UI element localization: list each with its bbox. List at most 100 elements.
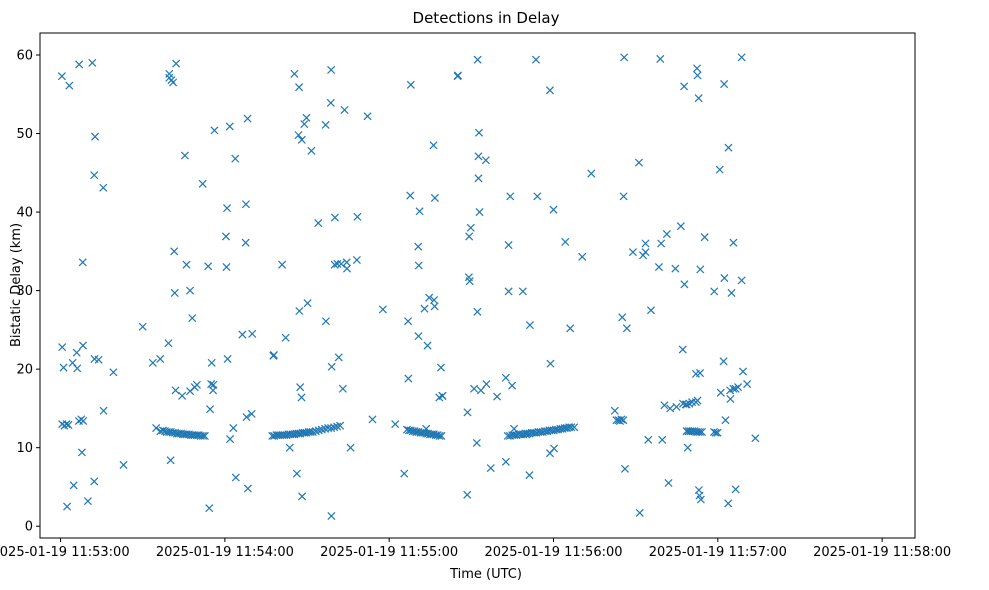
x-axis-label: Time (UTC) [449,567,522,582]
data-point [231,154,240,163]
data-point [587,169,596,178]
data-point [430,302,439,311]
data-point [238,330,247,339]
data-point [472,438,481,447]
data-point [321,317,330,326]
data-point [172,59,181,68]
data-point [720,80,729,89]
data-point [205,504,214,513]
data-point [311,427,320,436]
data-point [425,293,434,302]
data-point [58,343,67,352]
data-point [333,259,342,268]
data-point [99,183,108,192]
data-point [711,428,720,437]
data-point [73,364,82,373]
data-point [178,430,187,439]
data-point [165,69,174,78]
data-point [420,304,429,313]
data-point [119,460,128,469]
data-point [164,339,173,348]
data-point [207,380,216,389]
x-tick-label: 2025-01-19 11:57:00 [649,545,787,560]
data-point [738,367,748,376]
data-point [285,443,294,452]
data-point [656,54,665,63]
data-point [680,280,689,289]
data-point [622,324,631,333]
x-tick-label: 2025-01-19 11:55:00 [320,545,458,560]
data-point [330,260,339,269]
data-point [210,126,219,135]
data-point [180,151,189,160]
data-point [170,288,179,297]
data-point [662,230,671,239]
data-point [465,232,474,241]
data-point [493,392,502,401]
data-point [326,98,335,107]
data-point [207,358,216,367]
data-point [429,141,438,150]
data-point [430,193,439,202]
data-point [156,354,165,363]
data-point [333,422,342,431]
data-point [570,423,579,432]
data-point [525,321,534,330]
data-point [327,511,336,521]
data-point [321,120,330,129]
data-point [170,247,179,256]
data-point [221,232,230,241]
data-point [342,264,352,273]
data-point [90,477,99,486]
data-point [550,444,559,453]
data-point [414,332,423,341]
data-point [59,363,68,372]
data-point [330,213,339,222]
data-point [658,435,667,444]
data-point [188,314,197,323]
data-point [231,473,240,482]
data-point [731,485,740,494]
data-point [186,286,195,295]
data-point [721,416,730,425]
data-point [430,296,439,305]
data-point [435,431,444,440]
data-point [65,81,74,90]
data-point [466,223,475,232]
data-point [290,69,299,78]
data-point [620,53,629,62]
data-point [72,348,81,357]
data-point [453,72,462,81]
data-point [716,388,725,397]
y-tick-label: 30 [16,284,33,299]
data-point [327,65,336,74]
data-point [465,277,474,286]
data-point [437,431,446,440]
data-point [297,135,306,144]
data-point [226,435,235,444]
x-axis-ticks: 2025-01-19 11:53:00 2025-01-19 11:54:00 20… [0,538,951,560]
x-tick-label: 2025-01-19 11:58:00 [813,545,951,560]
data-point [438,391,447,400]
data-point [242,413,251,422]
data-point [751,434,760,443]
data-point [152,424,161,433]
data-point [423,341,432,350]
data-point [330,423,339,432]
data-point [475,208,484,217]
data-point [79,416,88,426]
data-point [346,443,355,452]
data-point [682,427,691,436]
data-point [204,262,213,271]
x-tick-label: 2025-01-19 11:53:00 [0,545,130,560]
data-point [91,132,100,141]
data-point [241,238,250,247]
data-point [506,192,515,201]
data-point [676,222,685,231]
data-point [474,128,484,137]
data-point [338,384,347,393]
data-point [719,357,728,366]
y-axis-ticks: 0 10 20 30 40 50 60 [16,48,40,535]
data-point [566,324,575,333]
data-point [166,456,175,465]
